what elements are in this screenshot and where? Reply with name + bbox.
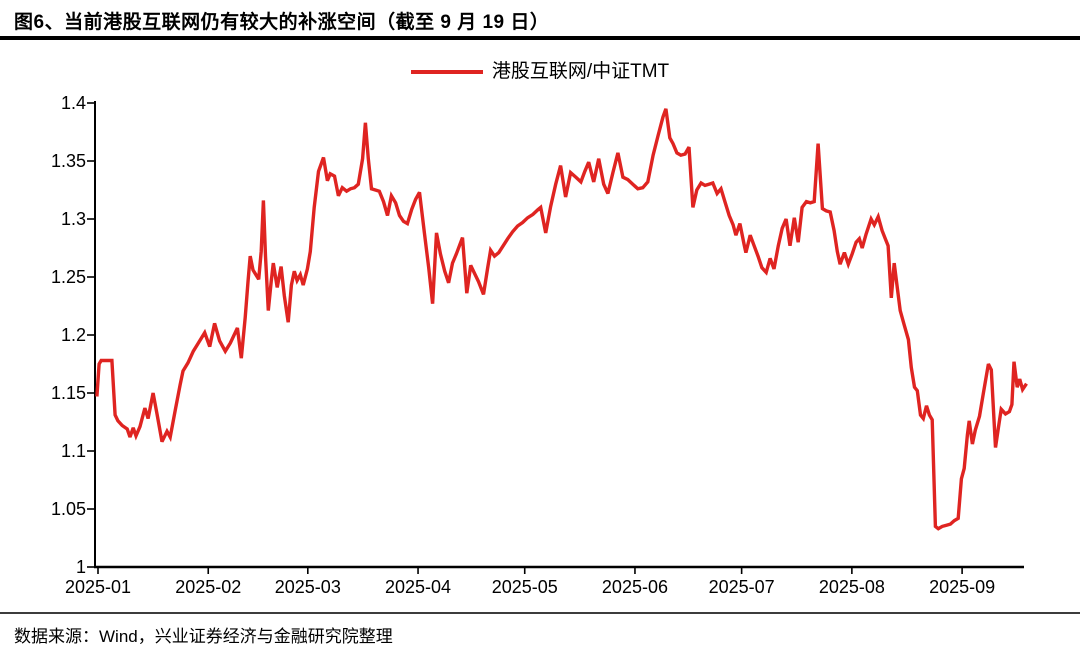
- x-tick-label: 2025-06: [601, 577, 668, 597]
- y-tick-label: 1.05: [50, 499, 86, 519]
- x-tick-label: 2025-07: [708, 577, 775, 597]
- source-separator: [0, 612, 1080, 614]
- source-note: 数据来源：Wind，兴业证券经济与金融研究院整理: [14, 627, 393, 646]
- y-tick-label: 1.2: [60, 325, 86, 345]
- y-tick-label: 1.1: [60, 441, 86, 461]
- x-tick-label: 2025-04: [385, 577, 452, 597]
- series-line: [95, 108, 1028, 531]
- y-tick-label: 1.3: [60, 209, 86, 229]
- y-tick-label: 1.15: [50, 383, 86, 403]
- x-tick-label: 2025-01: [64, 577, 132, 597]
- x-tick-label: 2025-02: [175, 577, 242, 597]
- y-tick-label: 1: [75, 557, 86, 577]
- legend-line-swatch: [410, 70, 483, 74]
- x-tick-label: 2025-09: [929, 577, 996, 597]
- x-tick-label: 2025-05: [491, 577, 558, 597]
- y-tick-label: 1.25: [50, 267, 86, 287]
- x-tick-label: 2025-08: [818, 577, 885, 597]
- y-tick-label: 1.35: [50, 151, 86, 171]
- x-tick-label: 2025-03: [274, 577, 341, 597]
- figure-title: 图6、当前港股互联网仍有较大的补涨空间（截至 9 月 19 日）: [14, 12, 550, 33]
- legend-label: 港股互联网/中证TMT: [491, 61, 670, 82]
- y-tick-label: 1.4: [60, 93, 86, 113]
- chart-legend: 港股互联网/中证TMT: [0, 60, 1080, 84]
- title-rule: [0, 36, 1080, 40]
